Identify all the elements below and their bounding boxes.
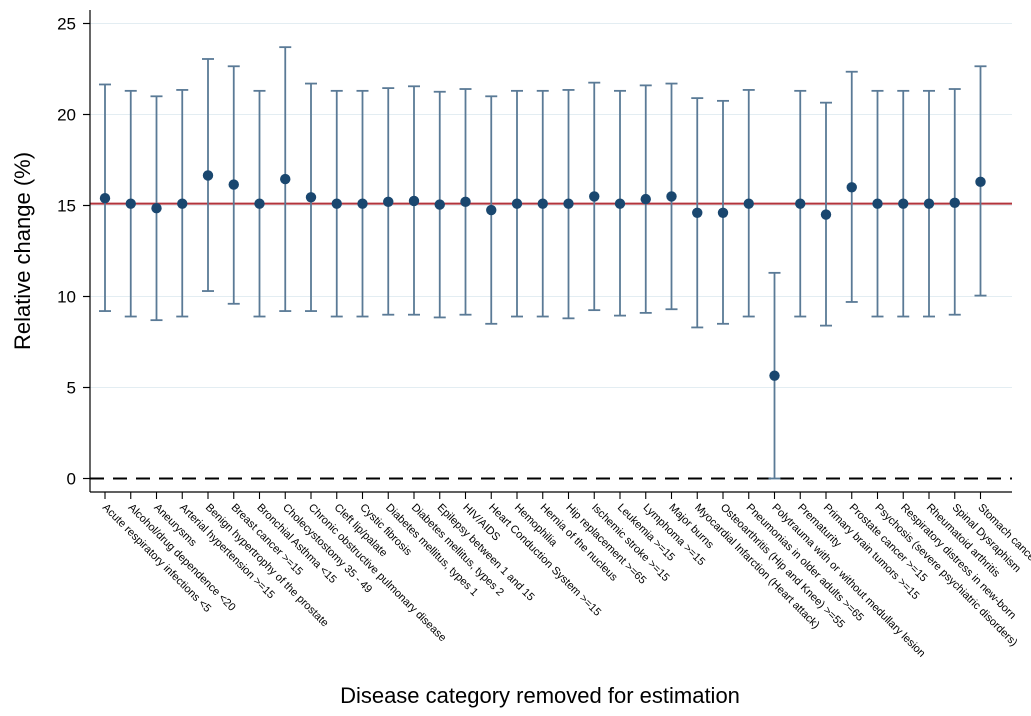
- data-point: [692, 207, 703, 218]
- y-tick-label: 10: [57, 288, 76, 307]
- data-point: [666, 191, 677, 202]
- data-point: [99, 193, 111, 204]
- y-axis-title: Relative change (%): [10, 152, 35, 350]
- y-tick-label: 15: [57, 197, 76, 216]
- data-point: [872, 198, 883, 209]
- data-point: [486, 204, 497, 216]
- data-point: [383, 196, 394, 208]
- data-point: [177, 198, 188, 209]
- data-point: [331, 198, 342, 209]
- data-points: [99, 170, 986, 381]
- data-point: [305, 192, 317, 203]
- data-point: [434, 199, 445, 210]
- data-point: [769, 370, 780, 381]
- data-point: [460, 196, 471, 208]
- data-point: [846, 182, 857, 193]
- axes: [89, 10, 1012, 493]
- data-point: [898, 198, 909, 209]
- data-point: [254, 198, 265, 209]
- y-tick-label: 5: [67, 379, 76, 398]
- y-tick-label: 0: [67, 470, 76, 489]
- data-point: [923, 198, 935, 209]
- data-point: [202, 170, 214, 181]
- data-point: [717, 207, 729, 218]
- data-point: [563, 198, 574, 209]
- data-point: [614, 198, 626, 209]
- data-point: [228, 179, 239, 190]
- data-point: [975, 176, 986, 188]
- data-point: [280, 173, 291, 185]
- data-point: [125, 198, 136, 209]
- data-point: [408, 195, 420, 207]
- data-point: [589, 191, 600, 202]
- data-point: [151, 203, 162, 214]
- data-point: [640, 193, 651, 205]
- y-tick-label: 25: [57, 15, 76, 34]
- data-point: [511, 198, 523, 209]
- data-point: [357, 198, 368, 209]
- grid-lines: [90, 23, 1012, 388]
- data-point: [743, 198, 754, 209]
- reference-lines: [90, 202, 1012, 480]
- x-axis-title: Disease category removed for estimation: [340, 683, 740, 708]
- y-ticks: 0 5 10 15 20 25: [57, 15, 90, 489]
- data-point: [820, 209, 832, 220]
- data-point: [795, 198, 806, 209]
- data-point: [949, 197, 960, 208]
- data-point: [537, 198, 548, 209]
- y-tick-label: 20: [57, 106, 76, 125]
